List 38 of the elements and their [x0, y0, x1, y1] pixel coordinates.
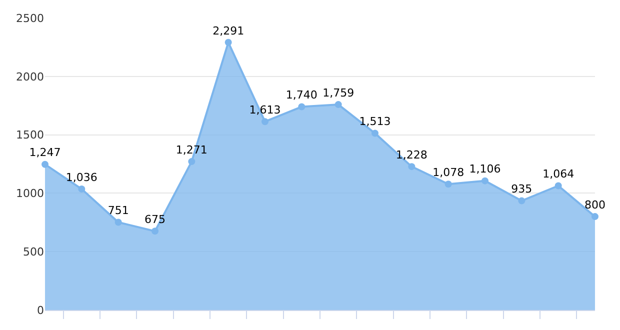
data-label: 1,759 — [322, 86, 354, 100]
y-tick-label: 2500 — [16, 12, 44, 25]
data-label: 935 — [511, 182, 532, 196]
point — [372, 130, 378, 137]
y-tick-label: 500 — [23, 245, 44, 258]
data-label: 675 — [144, 213, 166, 226]
point — [78, 186, 86, 192]
point — [188, 158, 196, 166]
data-label: 1,064 — [542, 168, 574, 181]
point — [334, 101, 342, 108]
point — [482, 177, 488, 184]
point — [262, 118, 268, 126]
point — [408, 163, 416, 170]
data-label: 1,271 — [176, 143, 208, 156]
point — [592, 213, 598, 220]
point — [152, 228, 158, 235]
y-tick-label: 2000 — [16, 70, 44, 84]
data-label: 1,228 — [396, 148, 428, 162]
y-tick-label: 1500 — [16, 128, 44, 142]
data-label: 1,247 — [29, 146, 61, 160]
data-label: 751 — [108, 204, 129, 218]
point — [114, 218, 122, 226]
y-tick-label: 1000 — [16, 187, 44, 200]
data-label: 1,740 — [286, 88, 318, 102]
data-label: 1,036 — [66, 170, 98, 184]
y-tick-label: 0 — [37, 304, 44, 317]
data-label: 1,613 — [249, 103, 281, 116]
data-label: 800 — [584, 198, 606, 212]
point — [298, 103, 306, 110]
data-label: 1,078 — [432, 166, 464, 179]
point — [518, 197, 526, 204]
data-label: 2,291 — [212, 24, 244, 38]
data-label: 1,106 — [469, 162, 501, 176]
point — [42, 160, 48, 168]
point — [554, 182, 562, 190]
point — [444, 180, 452, 188]
point — [224, 38, 232, 46]
data-label: 1,513 — [359, 115, 391, 128]
